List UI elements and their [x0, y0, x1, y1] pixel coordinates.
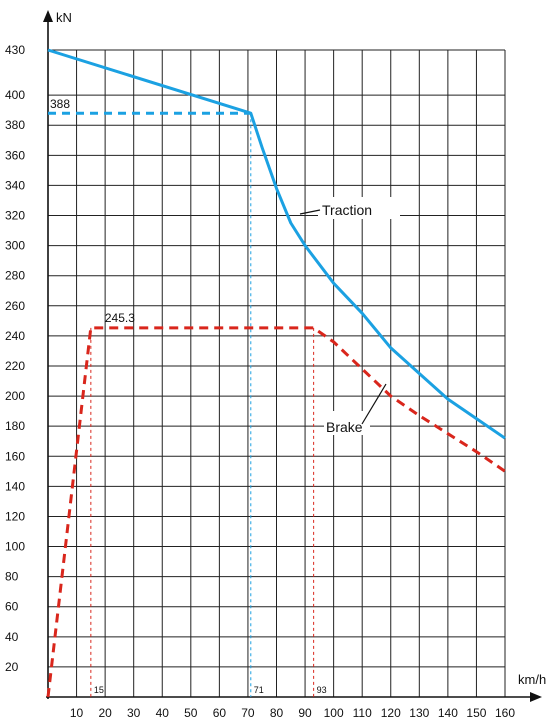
x-tick-label: 30 [127, 706, 141, 720]
callout-leader [362, 384, 386, 424]
y-tick-label: 360 [5, 148, 25, 162]
y-tick-label: 180 [5, 419, 25, 433]
grid [48, 50, 505, 697]
callout-leader [300, 210, 320, 214]
x-tick-label: 10 [70, 706, 84, 720]
y-tick-label: 400 [5, 88, 25, 102]
x-axis-unit: km/h [518, 672, 546, 687]
y-tick-label: 300 [5, 239, 25, 253]
y-tick-label: 140 [5, 479, 25, 493]
y-tick-label: 40 [5, 630, 19, 644]
reference-x-label: 93 [317, 685, 327, 695]
axes [43, 10, 542, 702]
x-tick-label: 150 [466, 706, 486, 720]
y-tick-label: 60 [5, 600, 19, 614]
x-tick-label: 20 [98, 706, 112, 720]
x-tick-label: 90 [298, 706, 312, 720]
reference-x-label: 15 [94, 685, 104, 695]
y-tick-label: 80 [5, 570, 19, 584]
x-tick-label: 130 [409, 706, 429, 720]
y-tick-label: 160 [5, 449, 25, 463]
x-tick-label: 80 [270, 706, 284, 720]
y-tick-label: 430 [5, 43, 25, 57]
x-tick-label: 60 [213, 706, 227, 720]
y-tick-label: 120 [5, 509, 25, 523]
reference-y-label: 245.3 [105, 311, 135, 325]
x-tick-label: 160 [495, 706, 515, 720]
y-tick-label: 260 [5, 299, 25, 313]
y-tick-label: 320 [5, 209, 25, 223]
x-tick-label: 70 [241, 706, 255, 720]
y-tick-label: 240 [5, 329, 25, 343]
callout-label: Traction [322, 202, 372, 218]
x-tick-label: 40 [156, 706, 170, 720]
y-tick-label: 100 [5, 540, 25, 554]
y-tick-label: 280 [5, 269, 25, 283]
y-tick-label: 380 [5, 118, 25, 132]
y-axis-unit: kN [56, 10, 72, 25]
y-tick-label: 340 [5, 178, 25, 192]
y-tick-label: 20 [5, 660, 19, 674]
x-tick-label: 100 [324, 706, 344, 720]
x-tick-label: 140 [438, 706, 458, 720]
x-tick-label: 110 [353, 706, 372, 720]
x-tick-label: 120 [381, 706, 401, 720]
x-tick-label: 50 [184, 706, 198, 720]
callout-label: Brake [326, 419, 363, 435]
reference-y-label: 388 [50, 97, 70, 111]
y-axis-arrow [43, 10, 53, 22]
y-tick-label: 220 [5, 359, 25, 373]
x-axis-arrow [530, 692, 542, 702]
reference-lines [48, 113, 314, 697]
y-tick-label: 200 [5, 389, 25, 403]
reference-x-label: 71 [254, 685, 264, 695]
